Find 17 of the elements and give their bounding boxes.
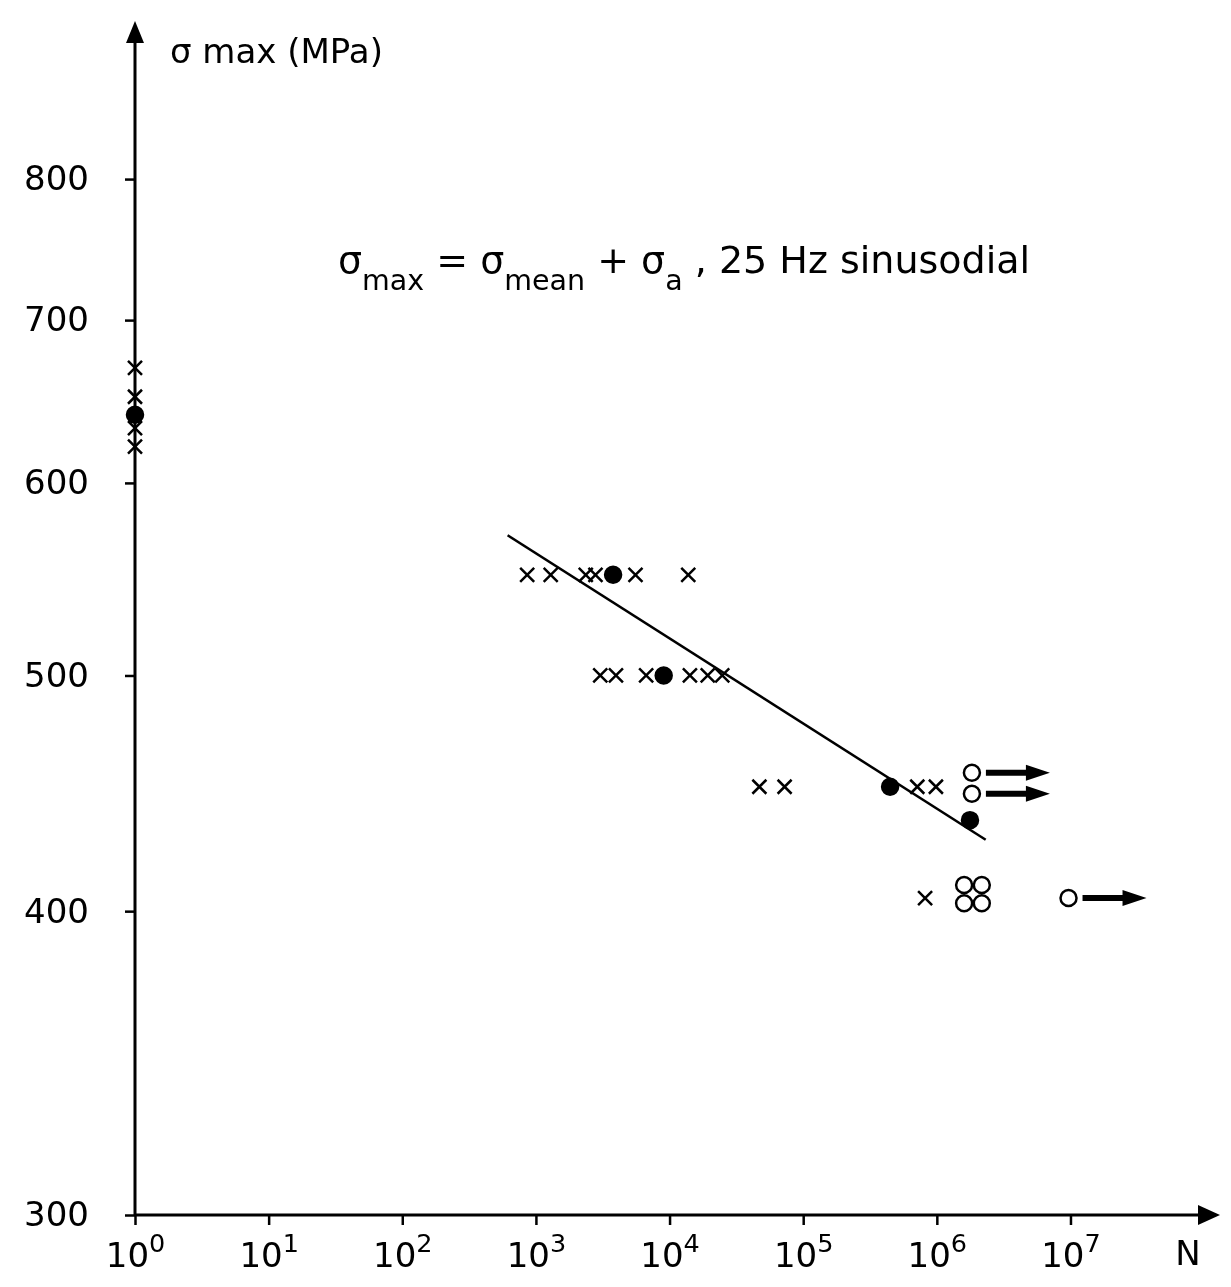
x-tick-label: 10$^{5}$ — [773, 1228, 834, 1276]
y-tick-label: 500 — [24, 654, 89, 695]
y-tick-label: 700 — [24, 299, 89, 340]
x-tick-label: 10$^{6}$ — [907, 1228, 968, 1276]
y-tick-label: 400 — [24, 890, 89, 931]
y-tick-label: 300 — [24, 1194, 89, 1235]
annotation: σ$_{max}$ = σ$_{mean}$ + σ$_{a}$ , 25 Hz sinusodial — [338, 238, 1031, 297]
x-tick-label: 10$^{2}$ — [373, 1228, 433, 1276]
y-tick-label: 800 — [24, 158, 89, 199]
x-tick-label: 10$^{3}$ — [506, 1228, 567, 1276]
x-tick-label: 10$^{1}$ — [239, 1228, 299, 1276]
x-axis-title: N — [1175, 1233, 1201, 1273]
x-tick-label: 10$^{7}$ — [1041, 1228, 1101, 1276]
y-tick-label: 600 — [24, 462, 89, 503]
y-axis-title: σ max (MPa) — [170, 31, 383, 71]
x-tick-label: 10$^{0}$ — [105, 1228, 166, 1276]
x-tick-label: 10$^{4}$ — [640, 1228, 700, 1276]
